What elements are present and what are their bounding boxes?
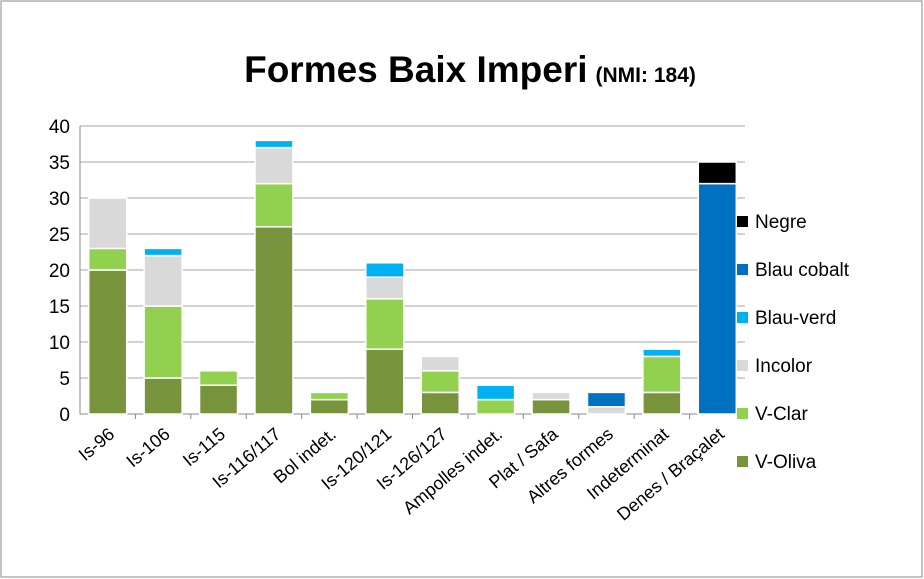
bar-segment — [198, 384, 239, 415]
y-tick-label: 40 — [49, 117, 70, 138]
y-tick-label: 15 — [49, 297, 70, 318]
bar-segment — [531, 398, 571, 415]
chart-title: Formes Baix Imperi — [244, 49, 587, 90]
legend-swatch — [737, 216, 748, 227]
bar-segment — [198, 370, 239, 386]
bar-segment — [87, 269, 128, 415]
bar-segment — [420, 391, 460, 415]
bar-segment — [531, 391, 571, 401]
bar-segment — [365, 298, 405, 350]
bar-segment — [697, 182, 738, 415]
legend-swatch — [737, 264, 748, 275]
bar-segment — [642, 348, 682, 358]
bar-segment — [143, 254, 183, 307]
y-tick-label: 35 — [49, 153, 70, 174]
bar-segment — [475, 384, 516, 401]
bar-segment — [87, 197, 128, 250]
y-tick-label: 20 — [49, 261, 70, 282]
bar-segment — [586, 406, 627, 415]
legend-swatch — [737, 456, 748, 467]
legend-label: Negre — [755, 212, 807, 233]
bar-segment — [586, 391, 627, 408]
bar-segment — [143, 305, 183, 379]
legend-label: V-Oliva — [755, 452, 817, 473]
chart-subtitle: (NMI: 184) — [596, 64, 696, 87]
y-tick-label: 30 — [49, 189, 70, 210]
bar-segment — [143, 247, 183, 257]
y-tick-label: 5 — [59, 369, 70, 390]
bar-segment — [420, 370, 460, 394]
bar-segment — [254, 146, 294, 185]
y-tick-label: 25 — [49, 225, 70, 246]
bar-segment — [697, 161, 738, 185]
bar-segment — [365, 348, 405, 415]
y-tick-label: 10 — [49, 333, 70, 354]
bar-segment — [309, 398, 350, 415]
bar-segment — [365, 276, 405, 300]
bar-segment — [254, 182, 294, 228]
bar-segment — [642, 355, 682, 394]
legend-label: V-Clar — [755, 404, 808, 425]
bar-segment — [642, 391, 682, 415]
legend-swatch — [737, 408, 748, 419]
legend-swatch — [737, 360, 748, 371]
bar-segment — [420, 355, 460, 372]
legend-label: Blau cobalt — [755, 260, 850, 281]
bar-segment — [87, 247, 128, 271]
bar-segment — [143, 377, 183, 415]
bar-segment — [254, 139, 294, 149]
legend-label: Incolor — [755, 356, 813, 377]
legend-label: Blau-verd — [755, 308, 836, 329]
legend-swatch — [737, 312, 748, 323]
bar-segment — [365, 262, 405, 278]
y-tick-label: 0 — [59, 405, 70, 426]
chart-title-group: Formes Baix Imperi (NMI: 184) — [244, 49, 696, 90]
bar-segment — [475, 398, 516, 415]
bar-segment — [309, 391, 350, 401]
bar-segment — [254, 226, 294, 415]
